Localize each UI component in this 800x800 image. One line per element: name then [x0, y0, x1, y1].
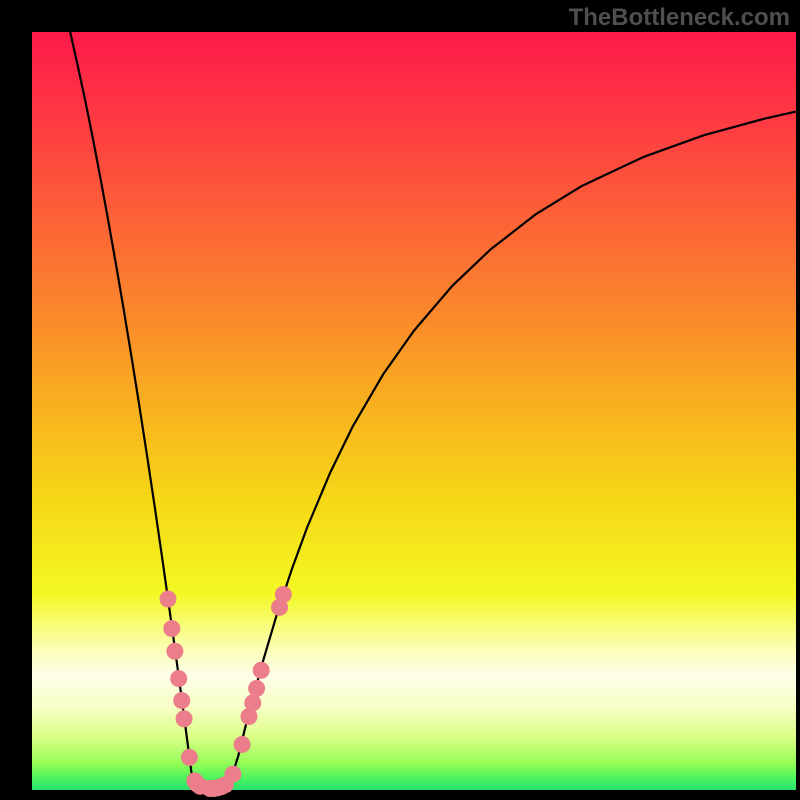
gradient-background	[32, 32, 796, 790]
watermark-text: TheBottleneck.com	[569, 4, 790, 32]
marker-left	[159, 590, 176, 607]
marker-left	[181, 749, 198, 766]
marker-right	[253, 662, 270, 679]
marker-right	[234, 736, 251, 753]
chart-svg	[0, 0, 800, 800]
marker-left	[170, 670, 187, 687]
marker-right	[275, 586, 292, 603]
marker-right	[248, 680, 265, 697]
marker-right	[224, 766, 241, 783]
marker-left	[163, 620, 180, 637]
marker-right	[244, 694, 261, 711]
marker-left	[173, 692, 190, 709]
marker-left	[166, 643, 183, 660]
marker-left	[176, 710, 193, 727]
chart-frame: TheBottleneck.com	[0, 0, 800, 800]
